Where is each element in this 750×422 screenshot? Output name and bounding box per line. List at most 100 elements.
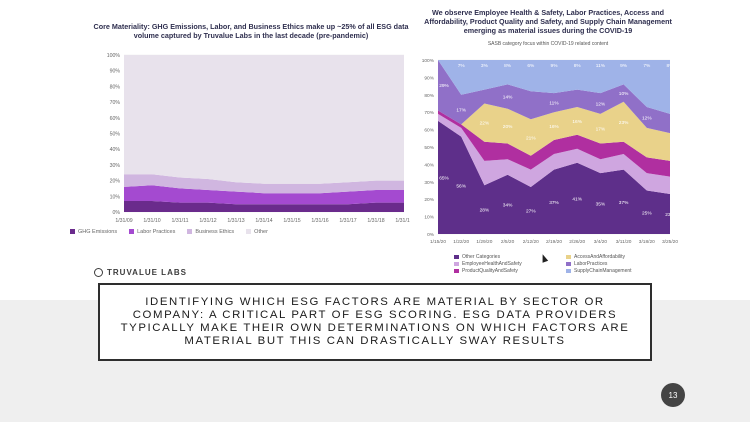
y-tick-label: 20% bbox=[110, 179, 121, 185]
logo-text: TRUVALUE LABS bbox=[107, 268, 187, 277]
area-series-labor-practices bbox=[124, 185, 404, 205]
data-label: 56% bbox=[456, 183, 466, 189]
x-tick-label: 1/31/15 bbox=[283, 218, 300, 224]
legend-label: EmployeeHealthAndSafety bbox=[462, 261, 522, 267]
legend-item-ghg: GHG Emissions bbox=[70, 229, 117, 235]
data-label: 12% bbox=[642, 115, 652, 121]
legend-label: SupplyChainManagement bbox=[574, 268, 632, 274]
top-data-label: 7% bbox=[643, 63, 651, 69]
y-tick-label: 80% bbox=[424, 93, 434, 99]
area-series-other-categories bbox=[438, 120, 670, 234]
y-tick-label: 10% bbox=[110, 194, 121, 200]
x-tick-label: 1/31/18 bbox=[367, 218, 384, 224]
data-label: 35% bbox=[596, 202, 606, 208]
area-series-ghg-emissions bbox=[124, 201, 404, 212]
legend-label: LaborPractices bbox=[574, 261, 608, 267]
x-tick-label: 3/25/20 bbox=[662, 239, 678, 245]
y-tick-label: 10% bbox=[424, 215, 434, 221]
top-data-label: 8% bbox=[574, 63, 582, 69]
x-tick-label: 1/31/12 bbox=[199, 218, 216, 224]
x-tick-label: 3/18/20 bbox=[639, 239, 655, 245]
data-label: 25% bbox=[642, 210, 652, 216]
x-tick-label: 1/31/19 bbox=[395, 218, 410, 224]
x-tick-label: 1/31/10 bbox=[143, 218, 160, 224]
data-label: 20% bbox=[503, 124, 513, 130]
data-label: 65% bbox=[439, 175, 449, 181]
x-tick-label: 1/22/20 bbox=[453, 239, 469, 245]
y-tick-label: 80% bbox=[110, 84, 121, 90]
top-data-label: 8% bbox=[667, 63, 675, 69]
data-label: 27% bbox=[526, 209, 536, 215]
legend-item-health: EmployeeHealthAndSafety bbox=[454, 261, 566, 267]
y-tick-label: 70% bbox=[424, 110, 434, 116]
left-chart-title: Core Materiality: GHG Emissions, Labor, … bbox=[93, 22, 409, 40]
data-label: 10% bbox=[619, 91, 629, 97]
data-label: 23% bbox=[665, 212, 675, 218]
x-tick-label: 1/31/17 bbox=[339, 218, 356, 224]
x-tick-label: 2/12/20 bbox=[523, 239, 539, 245]
area-series-productqualityandsafety bbox=[438, 110, 670, 177]
data-label: 17% bbox=[456, 108, 466, 114]
data-label: 37% bbox=[549, 200, 559, 206]
x-tick-label: 1/31/09 bbox=[115, 218, 132, 224]
y-tick-label: 70% bbox=[110, 100, 121, 106]
x-tick-label: 2/5/20 bbox=[501, 239, 515, 245]
y-tick-label: 30% bbox=[424, 180, 434, 186]
legend-label: Labor Practices bbox=[137, 229, 176, 235]
data-label: 11% bbox=[549, 101, 559, 107]
y-tick-label: 90% bbox=[424, 75, 434, 81]
area-series-business-ethics bbox=[124, 174, 404, 194]
legend-label: GHG Emissions bbox=[78, 229, 118, 235]
page-number: 13 bbox=[668, 390, 678, 400]
y-tick-label: 100% bbox=[107, 53, 121, 59]
data-label: 14% bbox=[503, 95, 513, 101]
right-chart: We observe Employee Health & Safety, Lab… bbox=[418, 8, 678, 283]
legend-label: AccessAndAffordability bbox=[574, 254, 626, 260]
legend-label: Other bbox=[254, 229, 268, 235]
legend-item-access: AccessAndAffordability bbox=[566, 254, 674, 260]
truvalue-logo: TRUVALUE LABS bbox=[94, 268, 187, 277]
top-data-label: 3% bbox=[481, 63, 489, 69]
legend-label: Other Categories bbox=[462, 254, 501, 260]
x-tick-label: 2/19/20 bbox=[546, 239, 562, 245]
legend-label: Business Ethics bbox=[195, 229, 235, 235]
legend-item-product: ProductQualityAndSafety bbox=[454, 268, 566, 274]
data-label: 34% bbox=[503, 202, 513, 208]
y-tick-label: 0% bbox=[113, 210, 121, 216]
x-tick-label: 3/4/20 bbox=[594, 239, 608, 245]
x-tick-label: 1/31/16 bbox=[311, 218, 328, 224]
x-tick-label: 1/31/11 bbox=[172, 218, 189, 224]
legend-item-supply: SupplyChainManagement bbox=[566, 268, 674, 274]
right-chart-plot: 0% 10% 20% 30% 40% 50% 60% 70% 80% 90% 100% 65% 56% 2… bbox=[422, 58, 678, 245]
left-chart-legend: GHG Emissions Labor Practices Business E… bbox=[70, 229, 268, 235]
data-label: 16% bbox=[572, 119, 582, 125]
legend-item-business: Business Ethics bbox=[187, 229, 234, 235]
legend-label: ProductQualityAndSafety bbox=[462, 268, 518, 274]
data-label: 37% bbox=[619, 200, 629, 206]
x-tick-label: 2/26/20 bbox=[569, 239, 585, 245]
logo-mark-icon bbox=[94, 268, 103, 277]
y-tick-label: 100% bbox=[422, 58, 435, 64]
area-series-other bbox=[124, 55, 404, 184]
caption-box: IDENTIFYING WHICH ESG FACTORS ARE MATERI… bbox=[98, 283, 652, 361]
top-data-label: 9% bbox=[551, 63, 559, 69]
y-tick-label: 20% bbox=[424, 197, 434, 203]
right-chart-title: We observe Employee Health & Safety, Lab… bbox=[424, 8, 672, 35]
area-series-employeehealthandsafety bbox=[438, 113, 670, 194]
right-chart-subtitle: SASB category focus within COVID-19 rela… bbox=[487, 41, 609, 47]
legend-item-other-categories: Other Categories bbox=[454, 254, 566, 260]
area-series-supplychainmanagement bbox=[438, 60, 670, 114]
x-tick-label: 1/31/14 bbox=[255, 218, 272, 224]
data-label: 21% bbox=[526, 135, 536, 141]
data-label: 22% bbox=[480, 121, 490, 127]
data-label: 16% bbox=[549, 124, 559, 130]
data-label: 17% bbox=[596, 127, 606, 133]
legend-item-labor: Labor Practices bbox=[129, 229, 175, 235]
top-data-label: 8% bbox=[504, 63, 512, 69]
y-tick-label: 50% bbox=[110, 132, 121, 138]
y-tick-label: 30% bbox=[110, 163, 121, 169]
y-tick-label: 40% bbox=[424, 162, 434, 168]
top-data-label: 11% bbox=[596, 63, 606, 69]
x-tick-label: 1/31/13 bbox=[227, 218, 244, 224]
x-tick-label: 1/29/20 bbox=[476, 239, 492, 245]
